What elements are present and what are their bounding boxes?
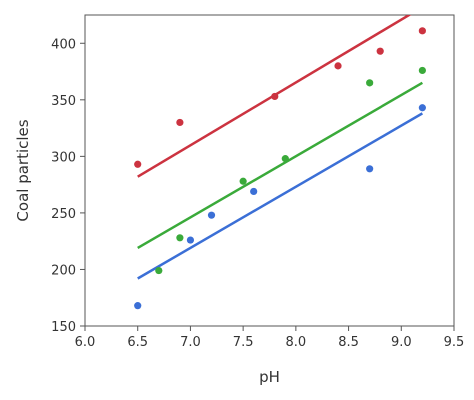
- data-point-series-1: [376, 47, 384, 55]
- data-point-series-2: [366, 79, 374, 87]
- data-point-series-2: [239, 177, 247, 185]
- x-tick-label: 7.0: [180, 335, 201, 350]
- data-point-series-2: [176, 234, 184, 242]
- y-tick-label: 250: [51, 207, 76, 222]
- y-tick-label: 200: [51, 263, 76, 278]
- fit-line-2: [137, 81, 423, 250]
- x-tick-label: 8.5: [338, 335, 359, 350]
- fit-line-1: [137, 15, 412, 178]
- y-axis: 150 200 250 300 350 400: [51, 37, 85, 335]
- y-tick-label: 400: [51, 37, 76, 52]
- data-points: [134, 27, 426, 310]
- x-tick-label: 9.5: [444, 335, 465, 350]
- fit-line-3: [137, 112, 423, 280]
- data-point-series-1: [418, 27, 426, 35]
- fit-lines: [137, 15, 423, 280]
- x-tick-label: 8.0: [286, 335, 307, 350]
- x-tick-label: 6.0: [75, 335, 96, 350]
- data-point-series-3: [134, 302, 142, 310]
- x-tick-label: 6.5: [127, 335, 148, 350]
- data-point-series-3: [207, 211, 216, 219]
- data-point-series-3: [418, 104, 426, 112]
- y-tick-label: 150: [51, 320, 76, 335]
- y-tick-label: 300: [51, 150, 76, 165]
- data-point-series-1: [271, 92, 279, 101]
- data-point-series-1: [134, 160, 142, 168]
- y-tick-label: 350: [51, 94, 76, 109]
- x-axis: 6.0 6.5 7.0 7.5 8.0 8.5 9.0 9.5: [75, 326, 465, 350]
- data-point-series-3: [366, 165, 374, 173]
- data-point-series-2: [418, 66, 426, 75]
- data-point-series-1: [176, 118, 184, 127]
- data-point-series-3: [250, 187, 258, 196]
- data-point-series-3: [186, 236, 195, 244]
- data-point-series-2: [155, 266, 163, 275]
- x-axis-title: pH: [259, 368, 280, 386]
- y-axis-title: Coal particles: [14, 119, 32, 221]
- data-point-series-2: [281, 155, 289, 163]
- x-tick-label: 9.0: [391, 335, 412, 350]
- x-tick-label: 7.5: [233, 335, 254, 350]
- data-point-series-1: [334, 62, 342, 70]
